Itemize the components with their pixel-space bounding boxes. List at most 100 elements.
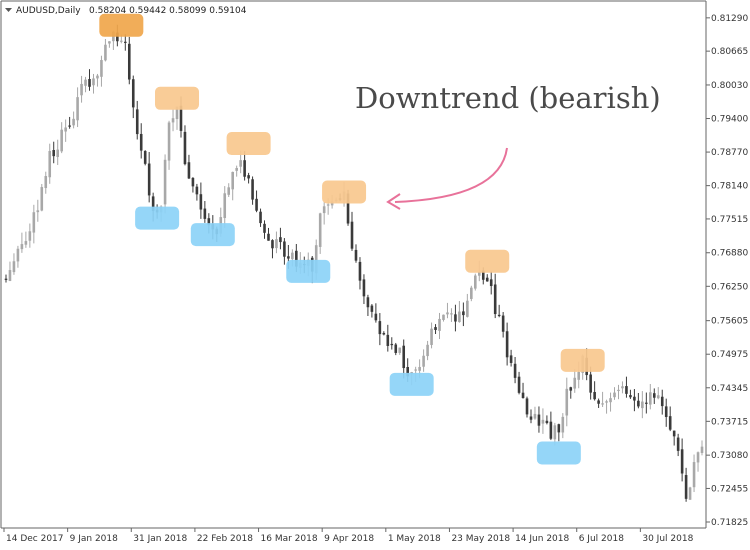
candle-body [676,437,680,451]
candle-body [92,78,95,86]
swing-low-marker [190,223,235,247]
candle-body [104,44,107,61]
candle-body [617,389,620,392]
ohlc-values: 0.58204 0.59442 0.58099 0.59104 [89,6,247,16]
candle-body [450,313,453,315]
annotation-arrowhead-icon [386,193,401,210]
candle-body [521,392,525,399]
candle-body [259,211,262,224]
annotation-arrow [394,147,508,203]
candles-layer [4,24,704,502]
swing-high-marker [560,348,605,372]
candle-body [179,105,183,131]
candle-body [529,416,533,420]
symbol-label: AUDUSD,Daily [16,6,81,16]
candle-body [267,233,270,241]
candle-body [621,386,624,389]
candle-body [454,314,457,322]
price-tick-label: 0.80665 [711,47,748,57]
candle-body [191,177,195,187]
candle-body [16,248,20,262]
candle-body [24,241,28,245]
swing-low-marker [135,206,180,230]
candle-body [147,163,151,196]
candle-body [597,400,600,404]
price-tick-label: 0.75605 [711,317,748,327]
candle-body [656,395,660,399]
candle-body [175,106,179,120]
swing-low-marker [286,259,331,283]
candle-body [688,487,692,500]
time-tick-label: 14 Jun 2018 [515,534,569,544]
candle-body [390,343,394,346]
candle-body [163,159,167,205]
candle-body [20,244,24,250]
candle-body [203,208,207,219]
candle-body [171,118,175,123]
candle-body [358,261,362,281]
candle-body [231,171,234,190]
candle-body [32,212,36,233]
candle-body [652,393,656,398]
candle-body [143,150,147,164]
candle-body [68,125,71,127]
candle-body [4,278,8,280]
candle-body [287,256,290,259]
candle-body [279,237,282,243]
candle-body [366,297,370,308]
candle-body [255,198,258,211]
candle-body [386,334,390,346]
candle-body [275,239,278,249]
time-tick-label: 1 May 2018 [388,534,441,544]
time-tick-label: 14 Dec 2017 [6,534,64,544]
candle-body [227,187,231,195]
candle-body [318,213,322,247]
time-tick-label: 22 Feb 2018 [197,534,253,544]
symbol-dropdown-icon[interactable] [5,8,12,12]
candle-body [501,315,505,332]
candle-body [40,187,44,211]
candle-body [418,366,421,371]
candle-body [430,328,433,345]
candle-body [12,261,16,273]
candle-body [629,395,632,398]
candle-body [605,401,608,403]
candle-body [362,279,366,297]
candle-body [100,60,103,77]
swing-high-marker [99,13,144,37]
candle-body [76,97,79,121]
candle-body [700,446,704,453]
time-tick-label: 9 Apr 2018 [324,534,374,544]
time-tick-label: 31 Jan 2018 [133,534,187,544]
price-tick-label: 0.73080 [711,451,748,461]
price-tick-label: 0.76250 [711,282,748,292]
candle-body [684,475,688,499]
candle-body [505,331,509,358]
candle-body [116,32,119,42]
candle-body [124,41,127,43]
time-axis: 14 Dec 2017 9 Jan 2018 31 Jan 2018 22 Feb 2… [3,528,694,544]
candle-body [80,83,83,96]
price-tick-label: 0.76880 [711,249,748,259]
candle-body [668,416,672,430]
candle-body [350,221,354,249]
candle-body [573,377,577,389]
candle-body [44,176,48,189]
swing-high-marker [155,86,200,110]
price-tick-label: 0.74975 [711,350,748,360]
candle-body [370,305,374,312]
candle-body [422,355,425,367]
candle-body [477,272,481,276]
candle-body [470,287,473,299]
time-tick-label: 9 Jan 2018 [70,534,118,544]
candle-body [434,327,437,330]
candle-body [271,240,274,249]
candle-body [625,386,628,394]
candle-body [525,398,529,415]
swing-high-marker [322,180,367,204]
candle-body [462,311,465,316]
candle-body [84,79,87,86]
candle-body [426,344,429,357]
candle-body [207,218,211,226]
